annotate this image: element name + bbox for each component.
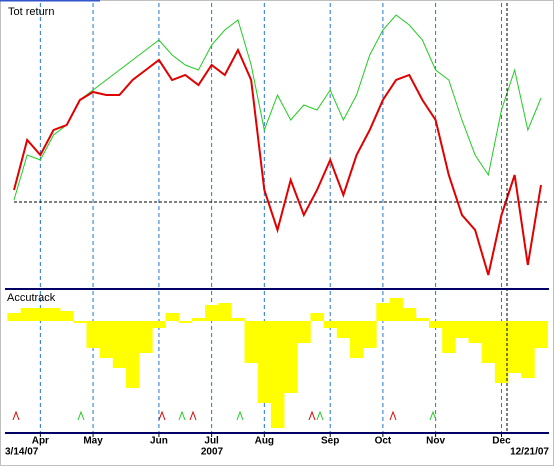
bar xyxy=(389,298,403,321)
bar xyxy=(73,321,87,323)
bar xyxy=(218,303,232,321)
signal xyxy=(77,410,85,421)
bar xyxy=(139,321,153,353)
bar xyxy=(284,321,298,393)
bar xyxy=(442,321,456,353)
bar xyxy=(323,321,338,328)
series-line xyxy=(13,47,542,276)
bar xyxy=(376,303,390,321)
chart-title: Tot return xyxy=(8,6,54,18)
bar xyxy=(521,321,535,378)
bar xyxy=(165,313,179,321)
bar xyxy=(7,313,21,321)
bar xyxy=(257,321,272,403)
bar xyxy=(429,321,443,328)
x-tick-label: Sep xyxy=(321,436,339,447)
x-tick-label: Nov xyxy=(426,436,445,447)
bar xyxy=(112,321,127,368)
bar xyxy=(244,321,259,363)
bar xyxy=(534,321,548,348)
bar xyxy=(125,321,140,388)
x-tick-label: Dec xyxy=(492,436,511,447)
x-tick-label: Aug xyxy=(255,436,274,447)
bar xyxy=(178,321,193,323)
bar xyxy=(205,305,219,321)
bar xyxy=(270,321,285,428)
bar xyxy=(191,318,206,321)
x-tick-label: 12/21/07 xyxy=(510,447,549,458)
signal xyxy=(12,410,20,421)
bar xyxy=(86,321,100,348)
bar xyxy=(336,321,351,338)
x-tick-label: Oct xyxy=(375,436,392,447)
bar xyxy=(481,321,496,363)
bar xyxy=(60,311,74,321)
signal xyxy=(389,410,397,421)
signal xyxy=(158,410,166,421)
series-line xyxy=(13,14,542,201)
signal xyxy=(189,410,197,421)
bar xyxy=(297,321,311,343)
bar xyxy=(468,321,483,343)
x-tick-label: Apr xyxy=(32,436,49,447)
signal xyxy=(236,410,244,421)
bar xyxy=(508,321,522,373)
signal xyxy=(308,410,316,421)
bar xyxy=(99,321,114,358)
bar xyxy=(231,318,245,321)
panel-title: Accutrack xyxy=(7,292,56,304)
x-tick-label: Jul xyxy=(204,436,219,447)
bar xyxy=(415,318,430,321)
signal xyxy=(178,410,186,421)
year-label: 2007 xyxy=(201,447,224,458)
bar xyxy=(455,321,469,338)
bar xyxy=(46,308,61,321)
signal xyxy=(316,410,324,421)
signals xyxy=(12,410,437,421)
x-tick-label: Jun xyxy=(150,436,168,447)
bar xyxy=(494,321,509,383)
x-tick-label: 3/14/07 xyxy=(5,447,39,458)
bar xyxy=(310,313,324,321)
bar xyxy=(33,308,48,321)
signal xyxy=(429,410,437,421)
x-tick-label: May xyxy=(83,436,103,447)
bar xyxy=(363,321,377,348)
bar xyxy=(152,321,166,328)
bar xyxy=(20,308,35,321)
bar xyxy=(402,308,417,321)
bar xyxy=(349,321,364,358)
marks xyxy=(7,3,549,437)
